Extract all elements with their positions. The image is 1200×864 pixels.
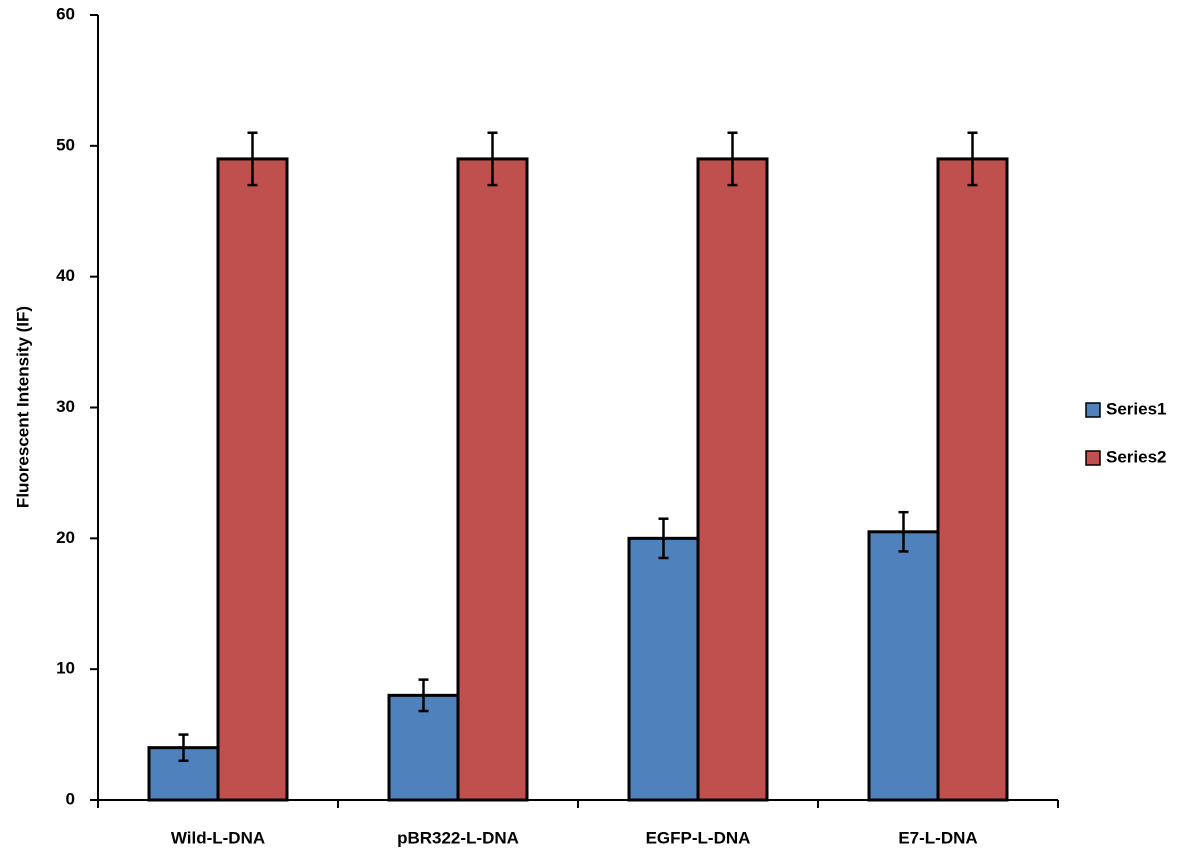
error-bar: [178, 733, 189, 762]
x-tick-label: EGFP-L-DNA: [646, 828, 751, 847]
y-tick-label: 60: [56, 4, 75, 23]
bar: [627, 536, 700, 802]
legend-label: Series1: [1106, 399, 1167, 418]
x-tick-label: E7-L-DNA: [898, 828, 977, 847]
bar: [936, 157, 1009, 802]
y-axis-title: Fluorescent Intensity (IF): [13, 306, 32, 508]
bar: [456, 157, 529, 802]
error-bar: [418, 678, 429, 713]
error-bar: [487, 131, 498, 187]
x-tick-label: pBR322-L-DNA: [397, 828, 519, 847]
legend-swatch: [1085, 402, 1101, 418]
y-tick-label: 0: [66, 789, 75, 808]
bar: [696, 157, 769, 802]
bar: [216, 157, 289, 802]
x-tick-label: Wild-L-DNA: [171, 828, 265, 847]
error-bar: [247, 131, 258, 187]
y-tick-label: 30: [56, 397, 75, 416]
y-tick-label: 40: [56, 266, 75, 285]
bar: [867, 530, 940, 802]
error-bar: [658, 517, 669, 560]
error-bar: [967, 131, 978, 187]
error-bar: [727, 131, 738, 187]
y-tick-label: 50: [56, 135, 75, 154]
y-tick-label: 20: [56, 528, 75, 547]
y-tick-label: 10: [56, 659, 75, 678]
error-bar: [898, 510, 909, 553]
legend-swatch: [1085, 450, 1101, 466]
legend-label: Series2: [1106, 447, 1167, 466]
